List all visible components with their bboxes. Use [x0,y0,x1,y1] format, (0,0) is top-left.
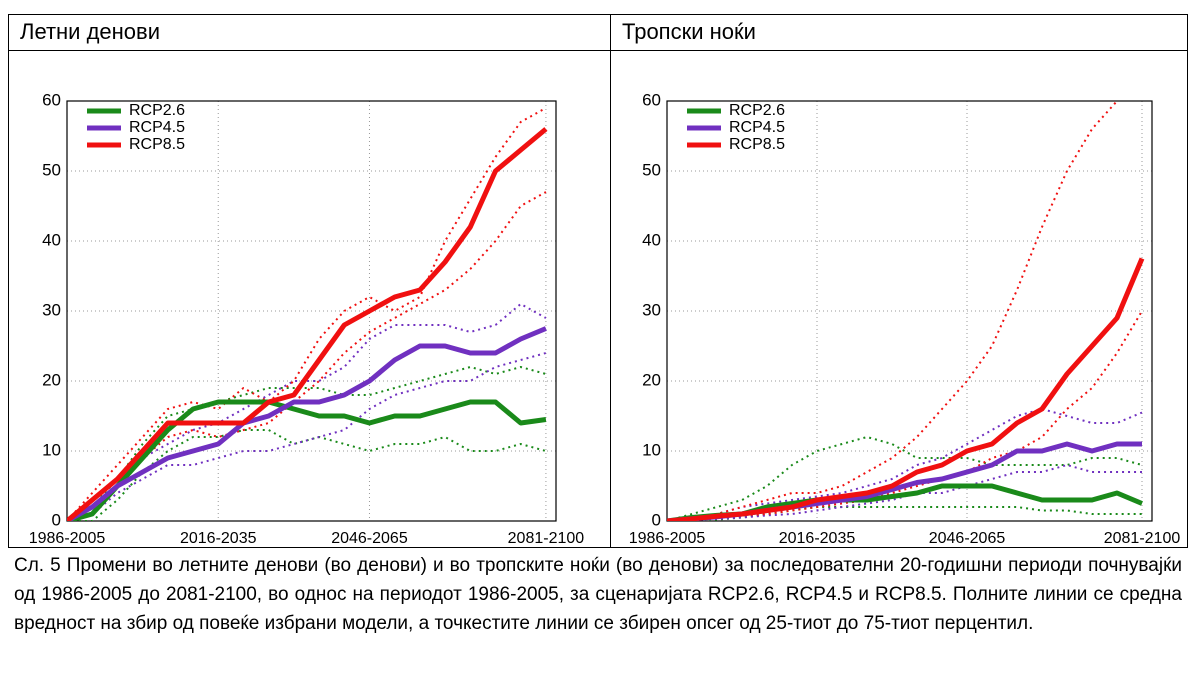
caption: Сл. 5 Промени во летните денови (во дено… [14,555,1182,634]
x-tick-label: 2081-2100 [1104,530,1181,547]
legend-label: RCP2.6 [729,102,785,119]
x-tick-label: 1986-2005 [629,530,706,547]
percentile-line [667,310,1143,521]
percentile-line [67,366,547,521]
y-tick-label: 40 [642,230,661,249]
panel-title: Тропски ноќи [622,19,756,44]
legend-label: RCP4.5 [729,119,785,136]
y-tick-label: 60 [642,90,661,109]
legend-label: RCP8.5 [129,136,185,153]
y-tick-label: 40 [42,230,61,249]
table-border [8,14,1188,548]
legend-label: RCP2.6 [129,102,185,119]
mean-line [67,127,548,521]
x-tick-label: 2016-2035 [779,530,856,547]
y-tick-label: 50 [42,160,61,179]
mean-line [67,399,547,521]
x-tick-label: 2016-2035 [180,530,257,547]
y-tick-label: 10 [642,440,661,459]
plot-frame [666,100,1153,522]
legend-label: RCP4.5 [129,119,185,136]
percentile-line [667,408,1143,521]
percentile-line [667,101,1119,521]
percentile-line [67,191,547,521]
percentile-line [667,436,1143,521]
panel-title: Летни денови [20,19,160,44]
y-tick-label: 0 [652,510,661,529]
legend-label: RCP8.5 [729,136,785,153]
y-tick-label: 60 [42,90,61,109]
y-tick-label: 20 [642,370,661,389]
y-tick-label: 20 [42,370,61,389]
percentile-line [67,352,547,521]
x-tick-label: 2081-2100 [508,530,585,547]
x-tick-label: 2046-2065 [929,530,1006,547]
plot-frame [66,100,557,522]
mean-line [67,326,547,521]
mean-line [667,441,1142,521]
y-tick-label: 50 [642,160,661,179]
y-tick-label: 30 [42,300,61,319]
y-tick-label: 30 [642,300,661,319]
y-tick-label: 10 [42,440,61,459]
percentile-line [667,464,1142,521]
figure: Летни денови Тропски ноќи 0 10 20 30 40 50 60 1… [8,14,1188,548]
x-tick-label: 2046-2065 [331,530,408,547]
x-tick-label: 1986-2005 [29,530,106,547]
y-tick-label: 0 [52,510,61,529]
mean-line [667,257,1145,521]
